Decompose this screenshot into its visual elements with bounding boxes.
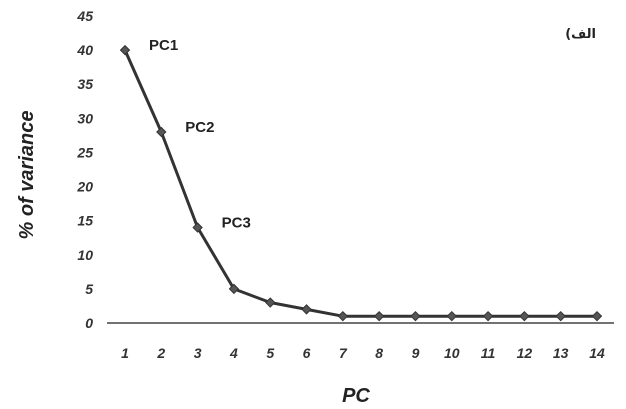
pc-annotation: PC1 [149,37,178,54]
data-point-marker [373,310,385,322]
data-point-marker [446,310,457,322]
x-tick-label: 13 [553,345,569,361]
data-point-marker [519,310,530,322]
x-axis-title: PC [342,385,370,407]
y-tick-label: 35 [77,76,93,92]
x-tick-label: 14 [589,345,605,361]
y-axis-ticks: 0 5 10 15 20 25 30 35 40 45 [76,8,93,331]
x-tick-label: 11 [481,345,496,361]
y-tick-label: 20 [76,179,93,195]
x-tick-label: 2 [156,345,165,361]
x-tick-label: 5 [266,345,274,361]
y-tick-label: 5 [85,281,93,297]
data-point-marker [482,310,494,322]
annotations: PC1 PC2 PC3 [149,37,251,231]
series-line [123,49,597,318]
x-tick-label: 12 [517,345,533,361]
pc-annotation: PC2 [185,119,214,136]
x-axis-ticks: 1 2 3 4 5 6 7 8 9 10 11 12 13 14 [121,345,605,361]
y-tick-label: 0 [85,315,93,331]
data-point-marker [265,297,276,308]
y-tick-label: 40 [76,42,93,58]
data-point-marker [301,304,312,315]
y-axis-title: % of variance [16,111,38,240]
y-tick-label: 30 [77,110,93,126]
series-markers [119,44,603,322]
data-point-marker [228,283,240,295]
data-point-marker [337,310,349,322]
x-tick-label: 4 [229,345,238,361]
x-tick-label: 6 [303,345,311,361]
y-tick-label: 15 [77,213,93,229]
panel-label: (الف [565,27,596,42]
x-tick-label: 8 [375,345,383,361]
y-tick-label: 25 [76,144,93,160]
y-tick-label: 45 [76,8,93,24]
x-tick-label: 10 [444,345,460,361]
pc-annotation: PC3 [222,214,251,231]
x-tick-label: 3 [194,345,202,361]
data-point-marker [591,310,603,322]
data-point-marker [192,222,203,233]
data-point-marker [119,44,131,56]
x-tick-label: 7 [339,345,348,361]
x-tick-label: 9 [412,345,420,361]
x-tick-label: 1 [121,345,129,361]
data-point-marker [555,310,566,322]
data-point-marker [156,126,167,138]
data-point-marker [410,310,421,322]
y-tick-label: 10 [77,247,93,263]
